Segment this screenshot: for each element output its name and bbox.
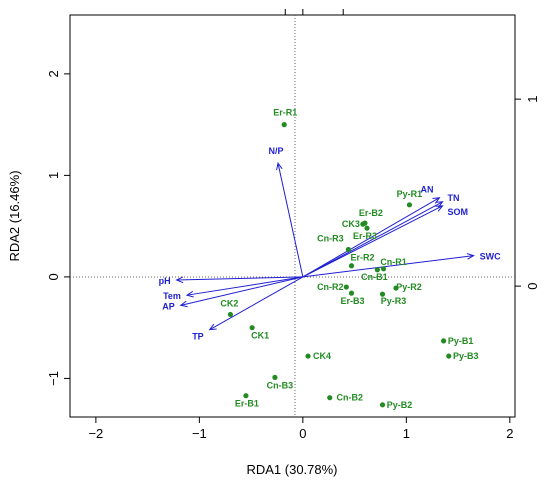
y-tick-label: 0 <box>46 273 61 280</box>
sample-point <box>393 285 399 291</box>
sample-label: Py-R1 <box>397 189 423 199</box>
sample-label: Py-B1 <box>448 336 474 346</box>
y-tick-label: −1 <box>46 371 61 386</box>
sample-label: Er-B1 <box>235 399 259 409</box>
sample-label: Cn-R1 <box>380 257 407 267</box>
vector-line <box>302 201 443 278</box>
vector-label: TN <box>448 193 460 203</box>
vector-line <box>180 276 303 306</box>
sample-label: Cn-R3 <box>317 234 344 244</box>
vector-line <box>302 197 440 278</box>
sample-point <box>272 374 278 381</box>
sample-point <box>281 122 287 128</box>
sample-label: CK3 <box>342 219 360 229</box>
vector-arrowhead <box>435 205 444 212</box>
sample-label: CK4 <box>313 351 331 361</box>
right-tick-label: 0 <box>525 282 540 289</box>
vector-label: SOM <box>448 207 469 217</box>
sample-label: Er-R3 <box>353 231 377 241</box>
x-tick-label: −2 <box>88 426 103 441</box>
sample-label: Cn-B1 <box>361 272 388 282</box>
sample-point <box>440 338 447 344</box>
right-axis: 01 <box>515 96 540 290</box>
x-axis-title: RDA1 (30.78%) <box>246 462 337 477</box>
sample-point <box>227 311 234 318</box>
sample-label: Er-R2 <box>350 253 374 263</box>
sample-label: Er-R1 <box>273 108 297 118</box>
vector-label: N/P <box>269 146 284 156</box>
vector-line <box>176 276 303 281</box>
sample-point <box>348 263 355 269</box>
vector-label: AN <box>420 185 433 195</box>
vector-label: pH <box>159 276 171 286</box>
sample-point <box>379 402 386 408</box>
x-axis: −2 −1 0 1 2 <box>88 417 513 441</box>
right-tick-label: 1 <box>525 96 540 103</box>
vector-arrowhead <box>175 276 184 284</box>
vector-line <box>186 276 303 296</box>
sample-label: Py-R2 <box>396 282 422 292</box>
sample-label: Er-B3 <box>340 296 364 306</box>
y-axis-title: RDA2 (16.46%) <box>7 170 22 261</box>
vector-arrowhead <box>276 162 283 171</box>
sample-label: Py-B3 <box>453 351 479 361</box>
x-tick-label: 0 <box>299 426 306 441</box>
sample-point <box>374 267 380 273</box>
sample-label: Py-R3 <box>381 296 407 306</box>
sample-label: Er-B2 <box>359 208 383 218</box>
x-tick-label: −1 <box>192 426 207 441</box>
x-tick-label: 1 <box>403 426 410 441</box>
x-tick-label: 2 <box>506 426 513 441</box>
top-axis <box>284 9 344 15</box>
sample-label: Cn-R2 <box>317 282 344 292</box>
vector-arrowhead <box>432 197 441 204</box>
sample-point <box>360 221 366 227</box>
vector-arrowhead <box>208 323 217 331</box>
sample-label: CK1 <box>251 331 269 341</box>
y-axis: −1 0 1 2 <box>46 70 70 386</box>
sample-label: Cn-B2 <box>337 393 364 403</box>
sample-point <box>345 246 351 253</box>
sample-label: Cn-B3 <box>267 380 294 390</box>
vector-line <box>209 276 304 331</box>
sample-point <box>406 202 413 208</box>
vector-arrowhead <box>179 300 188 308</box>
sample-label: Py-B2 <box>387 400 413 410</box>
sample-point <box>343 284 349 290</box>
sample-point <box>327 395 333 401</box>
vector-label: Tem <box>163 291 181 301</box>
y-tick-label: 2 <box>46 70 61 77</box>
sample-label: CK2 <box>220 298 238 308</box>
vector-line <box>277 163 304 278</box>
sample-point <box>348 290 355 296</box>
sample-point <box>305 353 311 359</box>
sample-point <box>243 393 249 399</box>
vector-line <box>302 255 474 278</box>
vector-arrowhead <box>185 290 194 298</box>
sample-point <box>364 225 370 231</box>
plot-frame <box>69 14 516 418</box>
sample-point <box>380 266 387 272</box>
vector-arrowhead <box>466 253 475 260</box>
sample-point <box>446 353 452 359</box>
vector-label: AP <box>162 301 175 311</box>
y-tick-label: 1 <box>46 172 61 179</box>
vector-line <box>302 205 443 278</box>
sample-point <box>379 291 386 297</box>
sample-point <box>249 325 255 331</box>
vector-arrowhead <box>435 201 444 208</box>
vector-label: SWC <box>480 252 501 262</box>
vector-label: TP <box>192 332 204 342</box>
